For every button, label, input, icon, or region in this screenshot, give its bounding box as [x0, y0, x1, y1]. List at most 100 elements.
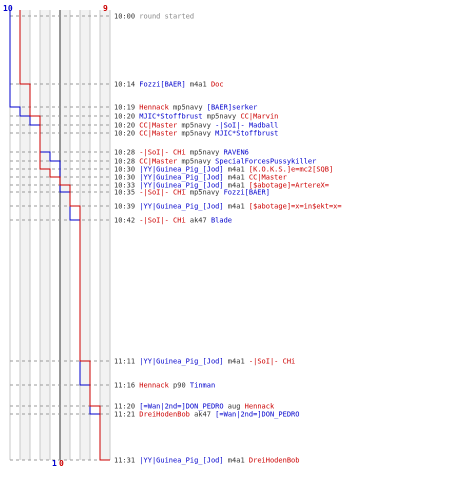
event-entry: 11:31 |YY|Guinea_Pig_[Jod] m4a1 DreiHode… [114, 457, 299, 465]
event-player: [=Wan|2nd=]DON_PEDRO [215, 411, 299, 419]
event-time: 10:28 [114, 149, 139, 157]
alive-grid [9, 10, 111, 460]
event-entry: 10:20 MJIC*Stoffbrust mp5navy CC|Marvin [114, 113, 278, 121]
event-player: -|SoI|- CHi [249, 358, 295, 366]
event-entry: 11:21 DreiHodenBob ak47 [=Wan|2nd=]DON_P… [114, 411, 299, 419]
event-player: |YY|Guinea_Pig_[Jod] [139, 182, 223, 190]
event-entry: 10:42 -|SoI|- CHi ak47 Blade [114, 217, 232, 225]
event-player: |YY|Guinea_Pig_[Jod] [139, 203, 223, 211]
event-entry: 10:20 CC|Master mp5navy -|SoI|- Madball [114, 122, 278, 130]
grid-column [80, 10, 90, 460]
event-player: MJIC*Stoffbrust [215, 130, 278, 138]
event-time: 10:30 [114, 166, 139, 174]
event-player: [K.O.K.S.]e=mc2[SQB] [249, 166, 333, 174]
event-player: -|SoI|- CHi [139, 189, 185, 197]
event-player: CC|Marvin [240, 113, 278, 121]
event-time: 11:21 [114, 411, 139, 419]
event-entry: 10:35 -|SoI|- CHi mp5navy Fozzi[BAER] [114, 189, 270, 197]
event-player: MJIC*Stoffbrust [139, 113, 202, 121]
grid-column [10, 10, 20, 460]
event-weapon: mp5navy [177, 130, 215, 138]
blue-end-count: 1 [52, 459, 57, 468]
event-entry: 10:39 |YY|Guinea_Pig_[Jod] m4a1 [$abotag… [114, 203, 342, 211]
red-end-count: 0 [59, 459, 64, 468]
event-weapon: p90 [169, 382, 190, 390]
event-weapon: m4a1 [224, 457, 249, 465]
event-player: CC|Master [139, 122, 177, 130]
blue-start-count: 10 [3, 4, 13, 13]
event-player: Fozzi[BAER] [139, 81, 185, 89]
event-time: 10:00 [114, 13, 139, 21]
event-player: DreiHodenBob [139, 411, 190, 419]
event-time: 11:16 [114, 382, 139, 390]
event-weapon: m4a1 [224, 203, 249, 211]
event-entry: 10:30 |YY|Guinea_Pig_[Jod] m4a1 CC|Maste… [114, 174, 287, 182]
event-entry: 10:14 Fozzi[BAER] m4a1 Doc [114, 81, 224, 89]
event-player: Hennack [139, 104, 169, 112]
event-weapon: m4a1 [224, 358, 249, 366]
grid-column [90, 10, 100, 460]
event-weapon: ak47 [186, 217, 211, 225]
event-player: |YY|Guinea_Pig_[Jod] [139, 174, 223, 182]
event-entry: 10:19 Hennack mp5navy [BAER]serker [114, 104, 257, 112]
event-player: [BAER]serker [207, 104, 258, 112]
event-time: 10:20 [114, 122, 139, 130]
event-weapon: mp5navy [169, 104, 207, 112]
event-weapon: mp5navy [177, 122, 215, 130]
event-time: 10:20 [114, 113, 139, 121]
event-entry: 10:00 round started [114, 13, 194, 21]
event-entry: 10:28 CC|Master mp5navy SpecialForcesPus… [114, 158, 316, 166]
grid-column [60, 10, 70, 460]
event-time: 11:31 [114, 457, 139, 465]
event-time: 10:30 [114, 174, 139, 182]
event-weapon: m4a1 [224, 166, 249, 174]
red-start-count: 9 [103, 4, 108, 13]
event-time: 11:20 [114, 403, 139, 411]
event-time: 10:42 [114, 217, 139, 225]
event-time: 10:28 [114, 158, 139, 166]
event-entry: 10:33 |YY|Guinea_Pig_[Jod] m4a1 [$abotag… [114, 182, 329, 190]
event-player: RAVEN6 [224, 149, 249, 157]
event-player: Hennack [139, 382, 169, 390]
event-log: 10:00 round started 10:14 Fozzi[BAER] m4a… [114, 13, 342, 465]
event-weapon: ak47 [190, 411, 215, 419]
grid-column [20, 10, 30, 460]
grid-column [30, 10, 40, 460]
blue-team-alive-line [9, 10, 101, 460]
event-player: [=Wan|2nd=]DON_PEDRO [139, 403, 223, 411]
event-player: Doc [211, 81, 224, 89]
event-weapon: m4a1 [224, 174, 249, 182]
event-player: DreiHodenBob [249, 457, 300, 465]
event-entry: 10:28 -|SoI|- CHi mp5navy RAVEN6 [114, 149, 249, 157]
event-player: |YY|Guinea_Pig_[Jod] [139, 166, 223, 174]
event-player: Tinman [190, 382, 215, 390]
event-entry: 10:30 |YY|Guinea_Pig_[Jod] m4a1 [K.O.K.S… [114, 166, 333, 174]
event-player: Blade [211, 217, 232, 225]
event-time: 10:39 [114, 203, 139, 211]
event-player: [$abotage]=x=in$ekt=x= [249, 203, 342, 211]
red-team-alive-line [19, 10, 110, 461]
event-player: |YY|Guinea_Pig_[Jod] [139, 457, 223, 465]
event-player: -|SoI|- CHi [139, 217, 185, 225]
event-entry: 11:11 |YY|Guinea_Pig_[Jod] m4a1 -|SoI|- … [114, 358, 295, 366]
event-entry: 11:16 Hennack p90 Tinman [114, 382, 215, 390]
event-player: CC|Master [249, 174, 287, 182]
event-weapon: m4a1 [186, 81, 211, 89]
event-player: Hennack [245, 403, 275, 411]
event-time: 10:20 [114, 130, 139, 138]
event-player: -|SoI|- CHi [139, 149, 185, 157]
event-time: 10:33 [114, 182, 139, 190]
grid-column [100, 10, 110, 460]
event-player: |YY|Guinea_Pig_[Jod] [139, 358, 223, 366]
grid-column [50, 10, 60, 460]
grid-column [40, 10, 50, 460]
event-weapon: m4a1 [224, 182, 249, 190]
event-player: CC|Master [139, 130, 177, 138]
event-time: 10:35 [114, 189, 139, 197]
event-weapon: mp5navy [177, 158, 215, 166]
event-time: 10:14 [114, 81, 139, 89]
event-message: round started [139, 13, 194, 21]
event-player: CC|Master [139, 158, 177, 166]
event-player: -|SoI|- Madball [215, 122, 278, 130]
